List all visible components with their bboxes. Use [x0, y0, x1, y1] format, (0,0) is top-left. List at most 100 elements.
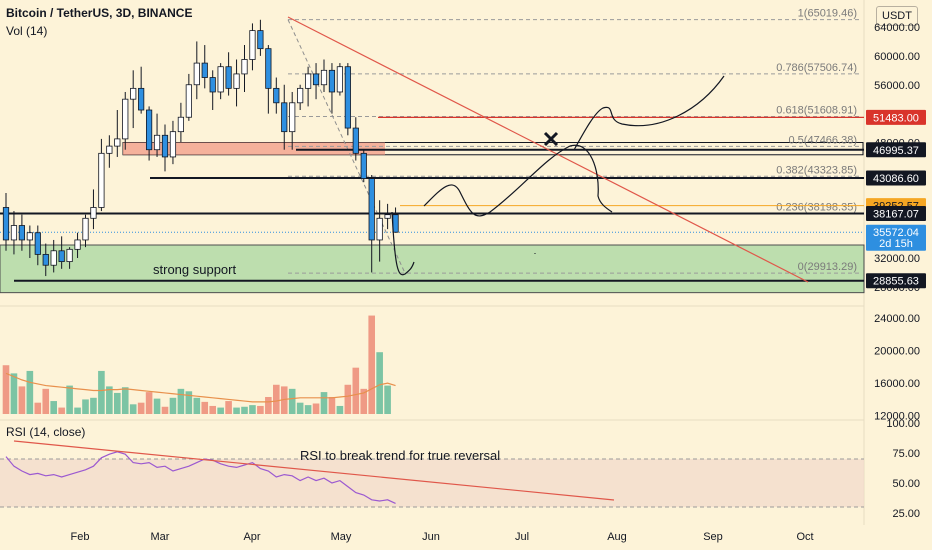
time-axis-tick: Jun [422, 531, 440, 543]
volume-bar [241, 406, 248, 414]
price-label-box [866, 224, 926, 251]
volume-bar [129, 404, 137, 414]
volume-bar [336, 405, 344, 414]
volume-bar [368, 315, 375, 414]
rsi-indicator-label[interactable]: RSI (14, close) [6, 425, 86, 439]
candle-body [297, 87, 304, 104]
price-label-countdown: 2d 15h [879, 238, 913, 250]
candle-body [368, 178, 375, 241]
price-label-text: 28855.63 [873, 276, 919, 288]
candle-body [225, 66, 232, 89]
candle-body [161, 134, 169, 158]
volume-indicator-label[interactable]: Vol (14) [6, 24, 48, 38]
time-axis-tick: Apr [243, 531, 260, 543]
volume-bar [193, 397, 201, 414]
price-axis-tick: 60000.00 [874, 51, 920, 63]
volume-bar [376, 352, 383, 414]
candle-body [328, 69, 336, 93]
candle-body [257, 30, 264, 50]
price-axis-tick: 64000.00 [874, 22, 920, 34]
time-axis-tick: May [331, 531, 352, 543]
candle-body [352, 127, 359, 154]
price-label-box [866, 142, 926, 158]
candle-body [130, 87, 137, 100]
candle-body [289, 102, 296, 133]
candle-body [10, 225, 18, 241]
rsi-band [0, 459, 864, 507]
volume-bar [74, 407, 81, 414]
time-axis-tick: Oct [796, 531, 813, 543]
candle-body [82, 217, 89, 241]
volume-bar [360, 388, 368, 414]
time-axis-tick: Aug [607, 531, 627, 543]
candle-body [217, 66, 224, 93]
candle-body [249, 30, 256, 60]
price-axis-tick: 56000.00 [874, 80, 920, 92]
volume-bar [82, 399, 89, 414]
candle-body [241, 59, 248, 75]
volume-ma-line [5, 372, 396, 403]
price-label-text: 51483.00 [873, 112, 919, 124]
candle-body [344, 66, 351, 129]
candle-body [34, 232, 41, 255]
candle-body [336, 66, 344, 93]
fib-level-label: 0(29913.29) [798, 261, 857, 273]
resistance-zone-fill [123, 142, 385, 155]
fib-level-label: 0.5(47466.38) [789, 134, 858, 146]
volume-bar [328, 396, 336, 414]
hand-drawn-bottom-bracket [391, 211, 415, 276]
candle-body [193, 62, 200, 86]
volume-bar [10, 373, 18, 414]
candle-body [90, 207, 97, 219]
volume-axis-tick: 16000.00 [874, 378, 920, 390]
fib-trend-line [287, 19, 406, 274]
candle-body [376, 217, 383, 241]
volume-axis-tick: 12000.00 [874, 411, 920, 423]
descending-trendline [287, 16, 809, 283]
volume-bar [312, 403, 320, 414]
volume-bar [280, 386, 288, 414]
volume-bar [344, 384, 352, 414]
time-axis-tick: Sep [703, 531, 723, 543]
volume-bar [137, 402, 145, 414]
support-annotation-text: strong support [153, 262, 236, 277]
fib-level-label: 0.786(57506.74) [776, 62, 857, 74]
volume-bar [273, 384, 280, 414]
rsi-axis-tick: 50.00 [892, 478, 920, 490]
candle-body [138, 87, 145, 111]
price-label-text: 35572.04 [873, 227, 919, 239]
price-label-box [866, 205, 926, 221]
volume-bar [42, 388, 50, 414]
price-label-box [866, 109, 926, 125]
price-label-text: 38167.07 [873, 208, 919, 220]
candle-body [233, 73, 240, 89]
volume-bar [384, 385, 391, 414]
candle-body [169, 131, 177, 158]
candle-body [18, 225, 26, 241]
candle-body [320, 69, 328, 86]
currency-unit-button[interactable]: USDT [876, 6, 918, 26]
candle-body [265, 48, 272, 89]
volume-bar [265, 396, 272, 414]
price-label-box [866, 170, 926, 186]
fib-level-label: 0.618(51608.91) [776, 104, 857, 116]
volume-bar [18, 386, 26, 414]
volume-bar [217, 407, 224, 414]
symbol-title[interactable]: Bitcoin / TetherUS, 3D, BINANCE [6, 6, 193, 20]
candle-body [384, 214, 391, 219]
rsi-axis-tick: 100.00 [886, 418, 920, 430]
volume-bar [320, 392, 328, 414]
volume-bar [304, 405, 312, 414]
volume-bar [58, 407, 65, 414]
candle-body [26, 232, 33, 241]
candle-body [106, 145, 113, 154]
candle-body [122, 98, 129, 140]
price-axis-tick: 32000.00 [874, 253, 920, 265]
volume-axis-tick: 24000.00 [874, 313, 920, 325]
volume-bar [50, 401, 57, 414]
hand-drawn-projection-upper [573, 75, 725, 151]
price-label-box [866, 273, 926, 289]
volume-bar [145, 392, 153, 414]
